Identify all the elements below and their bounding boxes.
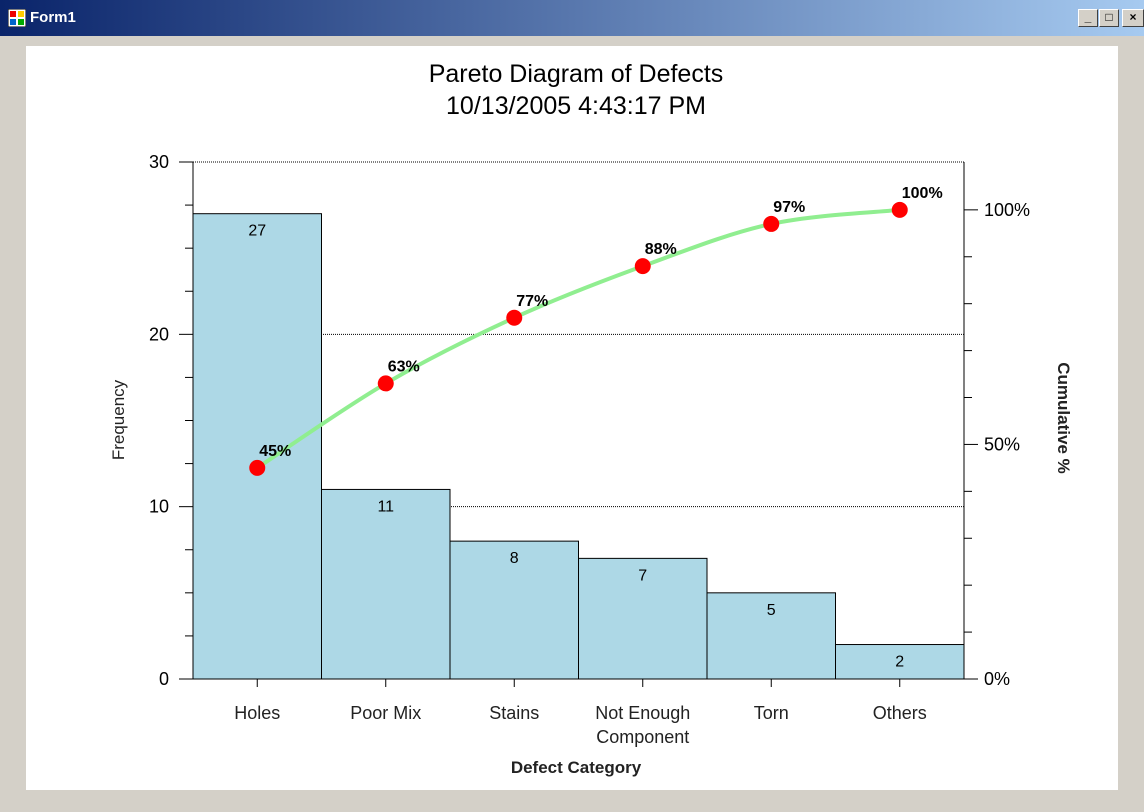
x-tick-label: Not Enough Component bbox=[595, 703, 690, 747]
minimize-button[interactable]: _ bbox=[1078, 9, 1098, 27]
bar-value-label: 8 bbox=[510, 550, 519, 567]
window-title: Form1 bbox=[30, 9, 76, 26]
x-tick-label: Torn bbox=[754, 703, 789, 723]
y-tick-label: 10 bbox=[149, 497, 169, 517]
bar-value-label: 7 bbox=[638, 567, 647, 584]
cumulative-point bbox=[634, 258, 651, 275]
bar bbox=[706, 592, 836, 680]
cumulative-label: 45% bbox=[259, 443, 291, 460]
bar bbox=[192, 213, 322, 680]
cumulative-label: 100% bbox=[902, 185, 943, 202]
title-bar: Form1 _ □ × bbox=[0, 0, 1144, 36]
bar-value-label: 27 bbox=[248, 223, 266, 240]
y-tick-label: 30 bbox=[149, 152, 169, 172]
cumulative-point bbox=[506, 309, 523, 326]
x-tick-label: Others bbox=[873, 703, 927, 723]
cumulative-point bbox=[377, 375, 394, 392]
bar-value-label: 11 bbox=[377, 498, 394, 515]
chart-panel: Pareto Diagram of Defects 10/13/2005 4:4… bbox=[26, 46, 1118, 790]
cumulative-line bbox=[256, 207, 900, 470]
bar-value-label: 5 bbox=[767, 602, 776, 619]
x-tick-label: Stains bbox=[489, 703, 539, 723]
y-tick-label: 0 bbox=[159, 669, 169, 689]
x-tick-label: Poor Mix bbox=[350, 703, 421, 723]
bar bbox=[578, 557, 708, 680]
maximize-button[interactable]: □ bbox=[1099, 9, 1119, 27]
y2-axis-label: Cumulative % bbox=[1054, 362, 1073, 473]
chart: Pareto Diagram of Defects 10/13/2005 4:4… bbox=[109, 60, 1073, 777]
cumulative-point bbox=[891, 201, 908, 218]
chart-subtitle: 10/13/2005 4:43:17 PM bbox=[446, 92, 706, 120]
cumulative-point bbox=[249, 459, 266, 476]
x-axis-label: Defect Category bbox=[511, 758, 642, 777]
y-tick-label: 20 bbox=[149, 324, 169, 344]
app-icon bbox=[8, 9, 26, 27]
bar bbox=[835, 644, 965, 680]
y2-tick-label: 50% bbox=[984, 434, 1020, 454]
y-axis-label: Frequency bbox=[109, 379, 128, 460]
cumulative-point bbox=[763, 215, 780, 232]
cumulative-label: 88% bbox=[645, 241, 677, 258]
y2-tick-label: 0% bbox=[984, 669, 1010, 689]
cumulative-label: 97% bbox=[773, 199, 805, 216]
x-tick-label: Holes bbox=[234, 703, 280, 723]
bar-value-label: 2 bbox=[895, 654, 904, 671]
cumulative-label: 77% bbox=[516, 293, 548, 310]
bar bbox=[321, 488, 451, 680]
chart-title: Pareto Diagram of Defects bbox=[429, 60, 724, 88]
close-button[interactable]: × bbox=[1122, 9, 1144, 27]
cumulative-label: 63% bbox=[388, 358, 420, 375]
y2-tick-label: 100% bbox=[984, 200, 1030, 220]
